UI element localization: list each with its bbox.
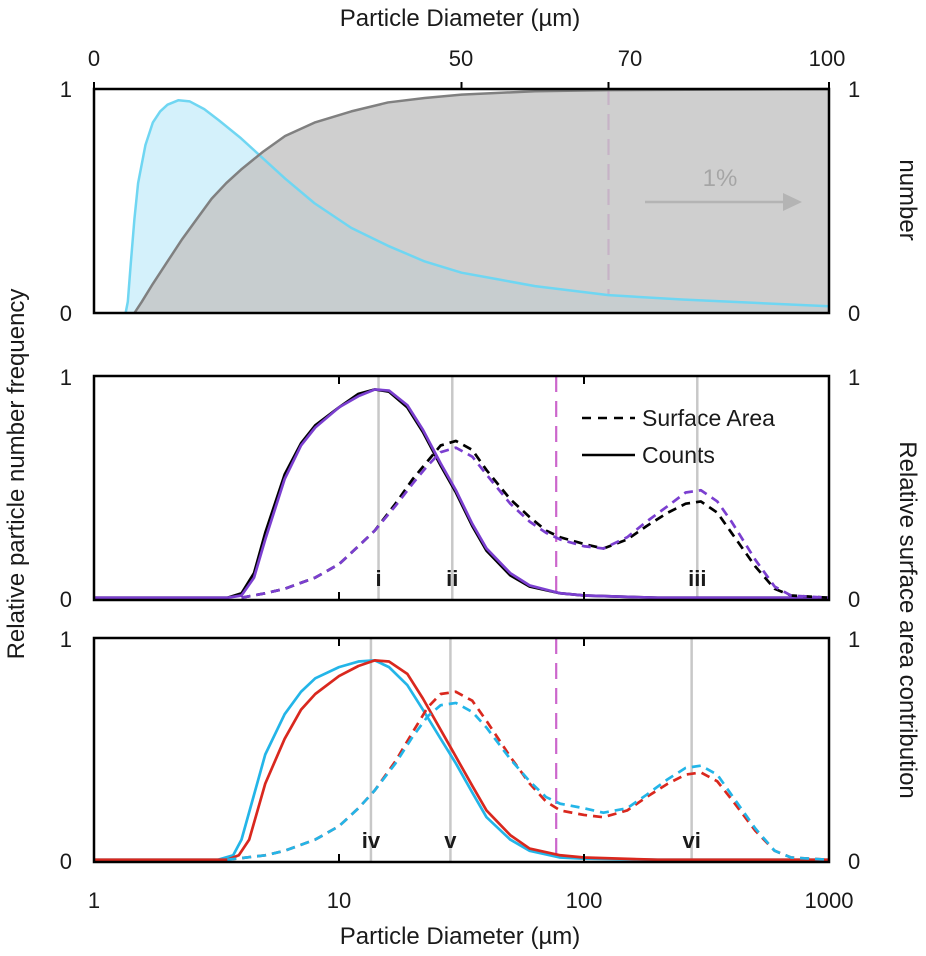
panel3-right-tick-1: 1 xyxy=(848,627,860,652)
panel2-right-tick-0: 0 xyxy=(848,587,860,612)
marker-label-i: i xyxy=(375,566,381,591)
panel2-left-tick-0: 0 xyxy=(60,587,72,612)
panel2-right-tick-1: 1 xyxy=(848,365,860,390)
panel1-right-tick-0: 0 xyxy=(848,301,860,326)
marker-label-iii: iii xyxy=(688,566,706,591)
x-tick-10: 10 xyxy=(327,888,351,913)
top-axis-tick: 70 xyxy=(618,46,642,71)
panel1-left-tick-0: 0 xyxy=(60,301,72,326)
left-y-axis-label: Relative particle number frequency xyxy=(3,289,30,660)
middle-dashed-line-3 xyxy=(241,446,830,600)
middle-dashed-line-2 xyxy=(241,439,830,600)
top-axis-tick: 0 xyxy=(88,46,100,71)
panel3-left-tick-0: 0 xyxy=(60,849,72,874)
right-y-axis-label: Relative surface area contribution xyxy=(894,441,921,799)
top-panel-right-label: number xyxy=(894,159,921,240)
marker-label-iv: iv xyxy=(362,828,381,853)
marker-label-ii: ii xyxy=(446,566,458,591)
cumulative-area xyxy=(134,89,830,313)
middle-solid-line-1 xyxy=(94,388,829,600)
bottom-solid-line-0 xyxy=(94,659,829,862)
x-tick-1: 1 xyxy=(88,888,100,913)
panel3-left-tick-1: 1 xyxy=(60,627,72,652)
x-axis-label: Particle Diameter (µm) xyxy=(340,923,581,950)
cumulative-line xyxy=(133,87,830,314)
panel-middle-frame xyxy=(92,374,831,602)
panel1-left-tick-1: 1 xyxy=(60,77,72,102)
top-axis-label: Particle Diameter (µm) xyxy=(340,5,581,32)
bottom-dashed-line-2 xyxy=(227,690,830,862)
marker-label-v: v xyxy=(444,828,457,853)
number-frequency-line xyxy=(124,98,830,314)
bottom-solid-line-1 xyxy=(94,659,829,862)
panel3-right-tick-0: 0 xyxy=(848,849,860,874)
panel1-right-tick-1: 1 xyxy=(848,77,860,102)
top-axis-tick: 50 xyxy=(449,46,473,71)
bottom-dashed-line-3 xyxy=(227,701,830,862)
panel2-left-tick-1: 1 xyxy=(60,365,72,390)
x-tick-100: 100 xyxy=(566,888,603,913)
panel-bottom-frame xyxy=(92,636,831,864)
x-tick-1000: 1000 xyxy=(805,888,854,913)
legend-surface-area: Surface Area xyxy=(642,405,775,431)
panel-top-frame xyxy=(92,87,831,315)
top-axis-tick: 100 xyxy=(809,46,846,71)
marker-label-vi: vi xyxy=(682,828,700,853)
legend-counts: Counts xyxy=(642,442,715,468)
